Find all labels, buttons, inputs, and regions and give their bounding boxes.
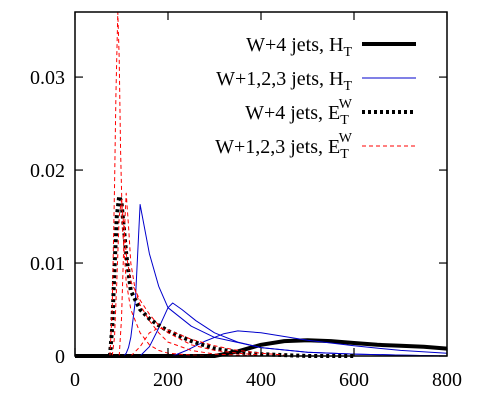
legend-label-1: W+1,2,3 jets, HT [216,68,352,94]
series-1-line-0 [123,204,448,357]
x-tick-label-2: 400 [246,369,276,391]
series-1-line-2 [172,330,448,357]
series-3-line-1 [111,199,262,357]
x-tick-label-1: 200 [153,369,183,391]
x-tick-label-0: 0 [70,369,80,391]
y-tick-label-2: 0.02 [30,160,65,182]
plot-frame [74,11,448,357]
ticks-layer: 0 200 400 600 800 0 0.01 0.02 0.03 [30,12,462,391]
series-0-line-0 [75,338,448,358]
x-tick-label-4: 800 [432,369,462,391]
y-tick-label-1: 0.01 [30,253,65,275]
series-3-line-3 [130,327,285,357]
series-1-line-1 [139,302,448,357]
series-3-line-2 [118,192,262,357]
legend-label-3: W+1,2,3 jets, ETW [215,131,353,162]
legend-label-0: W+4 jets, HT [246,34,352,60]
series-layer [75,11,448,358]
x-tick-label-3: 600 [339,369,369,391]
y-tick-label-3: 0.03 [30,67,65,89]
y-tick-label-0: 0 [55,346,65,368]
legend: W+4 jets, HT W+1,2,3 jets, HT W+4 jets, ET… [215,34,416,162]
legend-label-2: W+4 jets, ETW [245,97,353,128]
series-3-line-0 [109,11,261,357]
